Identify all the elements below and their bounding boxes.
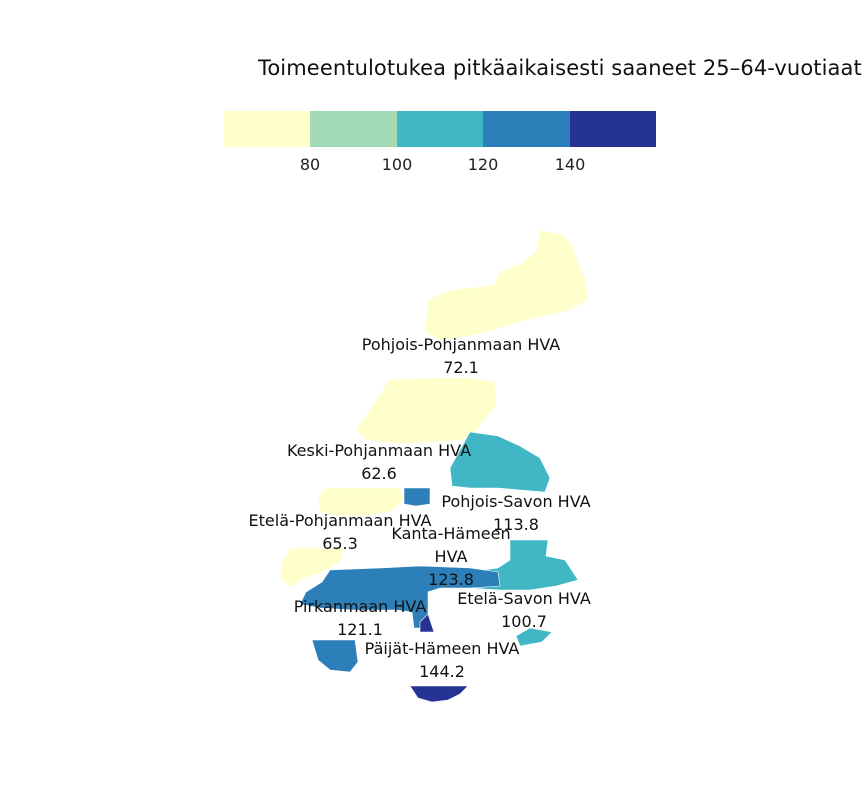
region-label: Päijät-Hämeen HVA 144.2 [364, 639, 520, 681]
region-label: Etelä-Savon HVA 100.7 [457, 589, 591, 631]
region-etela-pohjanmaa[interactable] [279, 487, 405, 589]
region-keski-pohjanmaa[interactable] [355, 377, 497, 445]
legend-tick-label: 100 [381, 155, 413, 174]
map-title: Toimeentulotukea pitkäaikaisesti saaneet… [258, 56, 862, 80]
legend-tick-label: 140 [554, 155, 586, 174]
region-label: Keski-Pohjanmaan HVA 62.6 [286, 441, 472, 483]
color-legend [224, 111, 657, 147]
legend-tick-label: 120 [467, 155, 499, 174]
region-label: Etelä-Pohjanmaan HVA 65.3 [248, 511, 432, 553]
legend-tick-label: 80 [299, 155, 321, 174]
region-paijat-hame[interactable] [409, 613, 469, 703]
legend-bin [224, 111, 311, 147]
region-pohjois-savo[interactable] [449, 431, 551, 493]
legend-bin [569, 111, 657, 147]
region-pohjois-pohjanmaa[interactable] [424, 229, 589, 341]
region-kanta-hame[interactable] [403, 487, 431, 507]
region-label: Pohjois-Savon HVA 113.8 [441, 492, 591, 534]
legend-bin [483, 111, 570, 147]
legend-bin [396, 111, 484, 147]
region-label: Pirkanmaan HVA 121.1 [293, 597, 427, 639]
region-label: Pohjois-Pohjanmaan HVA 72.1 [361, 335, 561, 377]
legend-bin [310, 111, 397, 147]
region-etela-savo[interactable] [469, 539, 579, 647]
region-label: Kanta-Hämeen HVA 123.8 [391, 524, 511, 589]
